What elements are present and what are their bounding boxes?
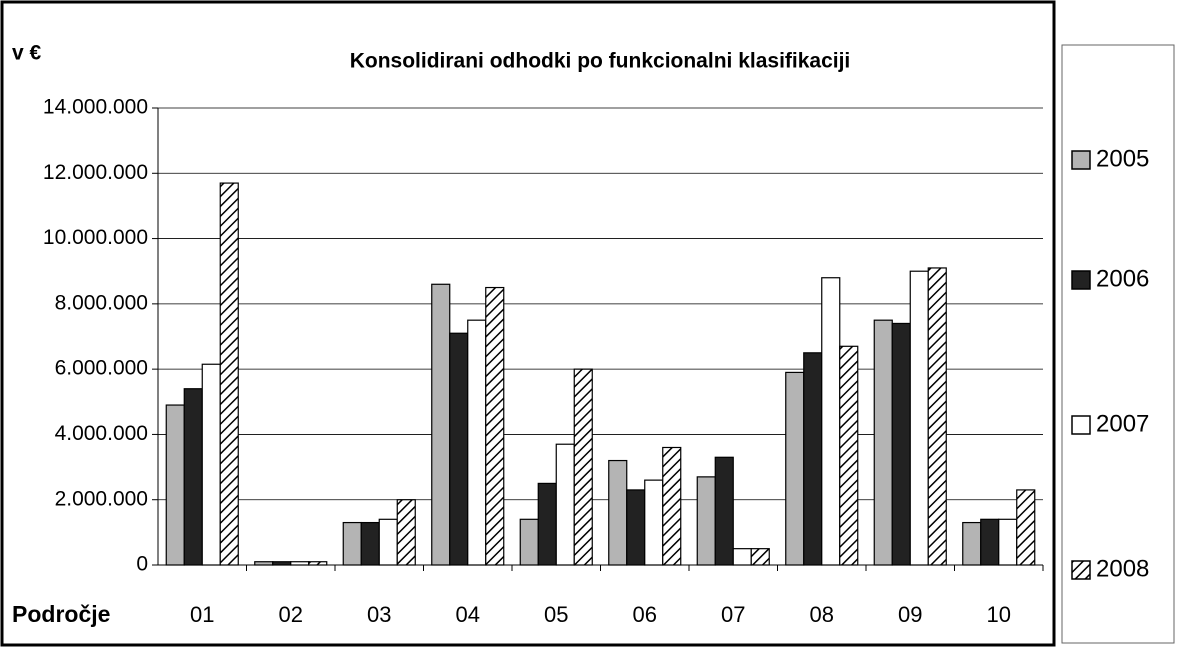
bar [998, 518, 1018, 566]
bar [696, 476, 716, 566]
y-tick-label: 2.000.000 [55, 487, 148, 510]
legend-swatch [1071, 415, 1091, 435]
bar [342, 521, 362, 566]
x-tick-label: 04 [456, 602, 480, 627]
legend-box [1061, 44, 1175, 644]
x-tick-label: 06 [633, 602, 657, 627]
bar [201, 363, 221, 566]
x-tick-label: 08 [810, 602, 834, 627]
bar [519, 518, 539, 566]
x-tick-label: 05 [544, 602, 568, 627]
bar [1016, 489, 1036, 566]
bar [254, 561, 274, 566]
legend-swatch [1071, 150, 1091, 170]
legend-label: 2007 [1096, 410, 1149, 437]
bar [396, 499, 416, 566]
bar [431, 283, 451, 566]
y-tick-label: 0 [136, 553, 148, 576]
legend-swatch [1071, 560, 1091, 580]
bar [839, 345, 859, 566]
bar [378, 518, 398, 566]
bar [803, 352, 823, 566]
x-tick-label: 01 [190, 602, 214, 627]
bar [750, 548, 770, 566]
x-tick-label: 03 [367, 602, 391, 627]
legend-swatch [1071, 270, 1091, 290]
bar [644, 479, 664, 566]
bar [626, 489, 646, 566]
legend-label: 2008 [1096, 555, 1149, 582]
bar [962, 521, 982, 566]
bar [537, 482, 557, 566]
bar [272, 561, 292, 566]
bar [308, 561, 328, 566]
bar [714, 456, 734, 566]
y-tick-label: 12.000.000 [43, 161, 148, 184]
bar [183, 388, 203, 566]
bar [449, 332, 469, 566]
bar [360, 521, 380, 566]
bar [485, 286, 505, 566]
bar [219, 182, 239, 566]
bar [909, 270, 929, 566]
bar [608, 459, 628, 566]
y-tick-label: 4.000.000 [55, 422, 148, 445]
y-axis-label: v € [12, 42, 42, 65]
y-tick-label: 14.000.000 [43, 96, 148, 119]
bar [662, 446, 682, 566]
y-tick-label: 6.000.000 [55, 357, 148, 380]
bar [980, 518, 1000, 566]
bar [821, 277, 841, 566]
bar [467, 319, 487, 566]
x-tick-label: 07 [721, 602, 745, 627]
bar [555, 443, 575, 566]
bar [891, 322, 911, 566]
bar [573, 368, 593, 566]
chart-border [0, 0, 1056, 647]
x-tick-label: 09 [898, 602, 922, 627]
bar [927, 267, 947, 566]
bar [732, 548, 752, 566]
y-tick-label: 8.000.000 [55, 291, 148, 314]
legend-label: 2006 [1096, 265, 1149, 292]
bar [290, 561, 310, 566]
legend-label: 2005 [1096, 145, 1149, 172]
x-tick-label: 02 [279, 602, 303, 627]
x-axis-label: Področje [12, 601, 110, 627]
bar [785, 371, 805, 566]
chart-title: Konsolidirani odhodki po funkcionalni kl… [350, 50, 851, 73]
y-tick-label: 10.000.000 [43, 226, 148, 249]
bar [873, 319, 893, 566]
x-tick-label: 10 [987, 602, 1011, 627]
bar [165, 404, 185, 566]
